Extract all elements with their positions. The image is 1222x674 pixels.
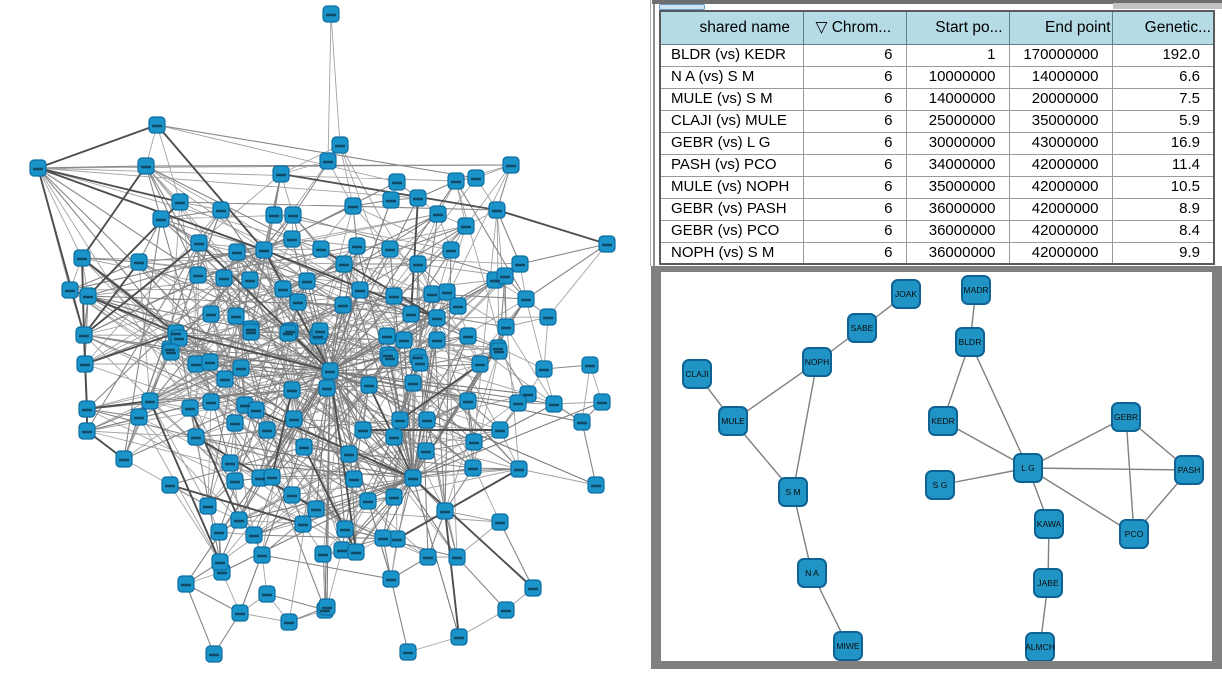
svg-text:S G: S G xyxy=(933,480,948,490)
svg-text:KEDR: KEDR xyxy=(931,416,955,426)
svg-text:PCO: PCO xyxy=(1125,529,1144,539)
svg-text:MIWE: MIWE xyxy=(836,641,859,651)
svg-text:PASH: PASH xyxy=(1178,465,1201,475)
svg-text:CLAJI: CLAJI xyxy=(685,369,708,379)
svg-text:GEBR: GEBR xyxy=(1114,412,1138,422)
svg-text:KAWA: KAWA xyxy=(1037,519,1062,529)
svg-text:ALMCH: ALMCH xyxy=(1025,642,1055,652)
svg-text:JABE: JABE xyxy=(1037,578,1059,588)
svg-text:BLDR: BLDR xyxy=(959,337,982,347)
svg-text:NOPH: NOPH xyxy=(805,357,830,367)
svg-text:MULE: MULE xyxy=(721,416,745,426)
svg-text:S M: S M xyxy=(785,487,800,497)
svg-text:JOAK: JOAK xyxy=(895,289,918,299)
svg-text:L G: L G xyxy=(1021,463,1034,473)
svg-text:SABE: SABE xyxy=(851,323,874,333)
svg-text:N A: N A xyxy=(805,568,819,578)
svg-text:MADR: MADR xyxy=(963,285,988,295)
